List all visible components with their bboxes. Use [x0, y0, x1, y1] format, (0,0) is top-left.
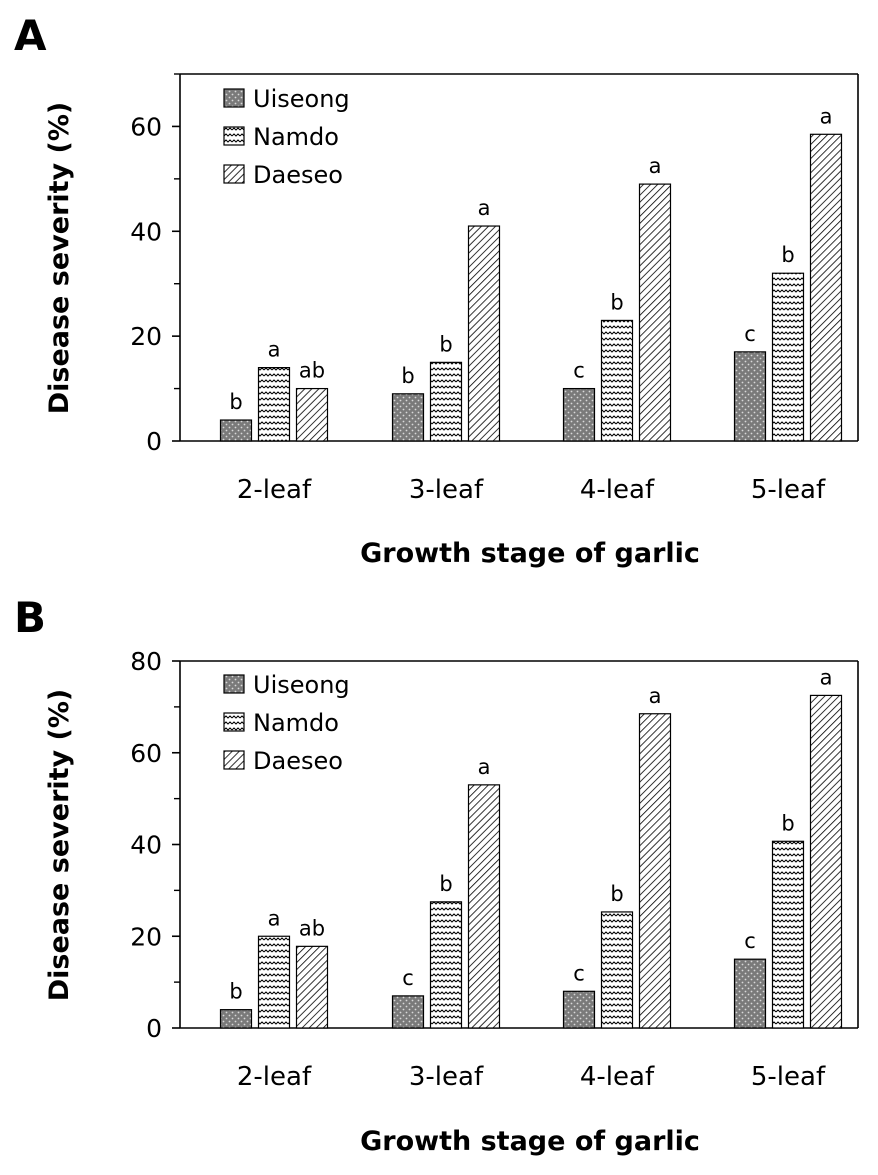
bar-namdo-3-leaf	[429, 361, 463, 442]
bar-namdo-5-leaf	[771, 272, 805, 442]
significance-letter: a	[478, 196, 491, 220]
y-tick-label: 20	[130, 922, 162, 951]
significance-letter: b	[610, 882, 623, 906]
significance-letter: b	[781, 811, 794, 835]
category-label: 4-leaf	[580, 475, 655, 505]
bar-uiseong-4-leaf	[562, 990, 596, 1029]
bar-namdo-3-leaf	[429, 901, 463, 1029]
bar-uiseong-5-leaf	[733, 958, 767, 1029]
y-tick-label: 60	[130, 112, 162, 141]
bar-uiseong-2-leaf	[219, 1009, 253, 1029]
bar-namdo-2-leaf	[257, 367, 291, 442]
bar-daeseo-3-leaf	[467, 784, 501, 1029]
category-labels: 2-leaf 3-leaf 4-leaf 5-leaf	[237, 475, 826, 505]
legend-swatch-namdo	[223, 712, 245, 732]
bar-namdo-4-leaf	[600, 911, 634, 1029]
bar-namdo-2-leaf	[257, 935, 291, 1029]
category-label: 3-leaf	[409, 1062, 484, 1092]
significance-letter: b	[610, 290, 623, 314]
significance-letter: b	[229, 390, 242, 414]
significance-letter: a	[649, 154, 662, 178]
bar-namdo-5-leaf	[771, 840, 805, 1029]
bar-daeseo-2-leaf	[295, 387, 329, 442]
panel-label: B	[14, 593, 46, 642]
bar-uiseong-4-leaf	[562, 387, 596, 442]
bar-daeseo-2-leaf	[295, 945, 329, 1029]
significance-letter: a	[478, 755, 491, 779]
legend-label: Namdo	[253, 123, 339, 151]
panel-label: A	[14, 11, 47, 60]
y-axis-title: Disease severity (%)	[44, 102, 75, 415]
legend-label: Uiseong	[253, 671, 350, 699]
bar-daeseo-4-leaf	[638, 183, 672, 442]
bar-daeseo-5-leaf	[809, 133, 843, 442]
significance-letter: c	[573, 961, 585, 985]
significance-letter: a	[820, 665, 833, 689]
bar-daeseo-5-leaf	[809, 694, 843, 1029]
legend-swatch-namdo	[223, 126, 245, 146]
y-tick-label: 80	[130, 647, 162, 676]
y-tick-label: 40	[130, 217, 162, 246]
chart-panel-b: B Disease severity (%) Growth stage of g…	[14, 593, 859, 1157]
significance-letter: b	[439, 332, 452, 356]
significance-letter: c	[744, 322, 756, 346]
significance-letter: ab	[299, 916, 325, 940]
x-axis-title: Growth stage of garlic	[360, 1126, 700, 1157]
bar-uiseong-5-leaf	[733, 351, 767, 442]
significance-letter: b	[229, 980, 242, 1004]
category-label: 5-leaf	[751, 475, 826, 505]
significance-letter: ab	[299, 359, 325, 383]
legend-swatch-daeseo	[223, 164, 245, 184]
y-tick-label: 0	[146, 427, 162, 456]
y-ticks: 0 20 40 60 80	[130, 647, 180, 1043]
y-tick-label: 0	[146, 1014, 162, 1043]
significance-letter: a	[820, 104, 833, 128]
legend: Uiseong Namdo Daeseo	[223, 671, 350, 775]
x-axis-title: Growth stage of garlic	[360, 538, 700, 569]
y-tick-label: 60	[130, 739, 162, 768]
legend-label: Uiseong	[253, 85, 350, 113]
significance-letter: b	[781, 243, 794, 267]
significance-letter: a	[268, 338, 281, 362]
y-axis-title: Disease severity (%)	[44, 689, 75, 1002]
significance-letter: c	[744, 929, 756, 953]
y-tick-label: 40	[130, 831, 162, 860]
legend-swatch-uiseong	[223, 88, 245, 108]
category-labels: 2-leaf 3-leaf 4-leaf 5-leaf	[237, 1062, 826, 1092]
y-tick-label: 20	[130, 322, 162, 351]
bar-uiseong-3-leaf	[391, 393, 425, 442]
legend-label: Daeseo	[253, 161, 343, 189]
significance-letter: a	[649, 684, 662, 708]
bar-daeseo-3-leaf	[467, 225, 501, 442]
category-label: 3-leaf	[409, 475, 484, 505]
significance-letter: b	[439, 872, 452, 896]
category-label: 2-leaf	[237, 475, 312, 505]
significance-letter: b	[401, 364, 414, 388]
significance-letter: c	[402, 966, 414, 990]
bar-daeseo-4-leaf	[638, 713, 672, 1029]
legend-swatch-daeseo	[223, 750, 245, 770]
legend-swatch-uiseong	[223, 674, 245, 694]
significance-letter: c	[573, 359, 585, 383]
legend-label: Daeseo	[253, 747, 343, 775]
bar-uiseong-3-leaf	[391, 995, 425, 1029]
significance-letter: a	[268, 906, 281, 930]
category-label: 4-leaf	[580, 1062, 655, 1092]
legend-label: Namdo	[253, 709, 339, 737]
chart-panel-a: A Disease severity (%) Growth stage of g…	[14, 11, 859, 569]
legend: Uiseong Namdo Daeseo	[223, 85, 350, 189]
y-ticks: 0 20 40 60	[130, 73, 180, 456]
bar-namdo-4-leaf	[600, 319, 634, 442]
category-label: 5-leaf	[751, 1062, 826, 1092]
category-label: 2-leaf	[237, 1062, 312, 1092]
bar-uiseong-2-leaf	[219, 419, 253, 442]
